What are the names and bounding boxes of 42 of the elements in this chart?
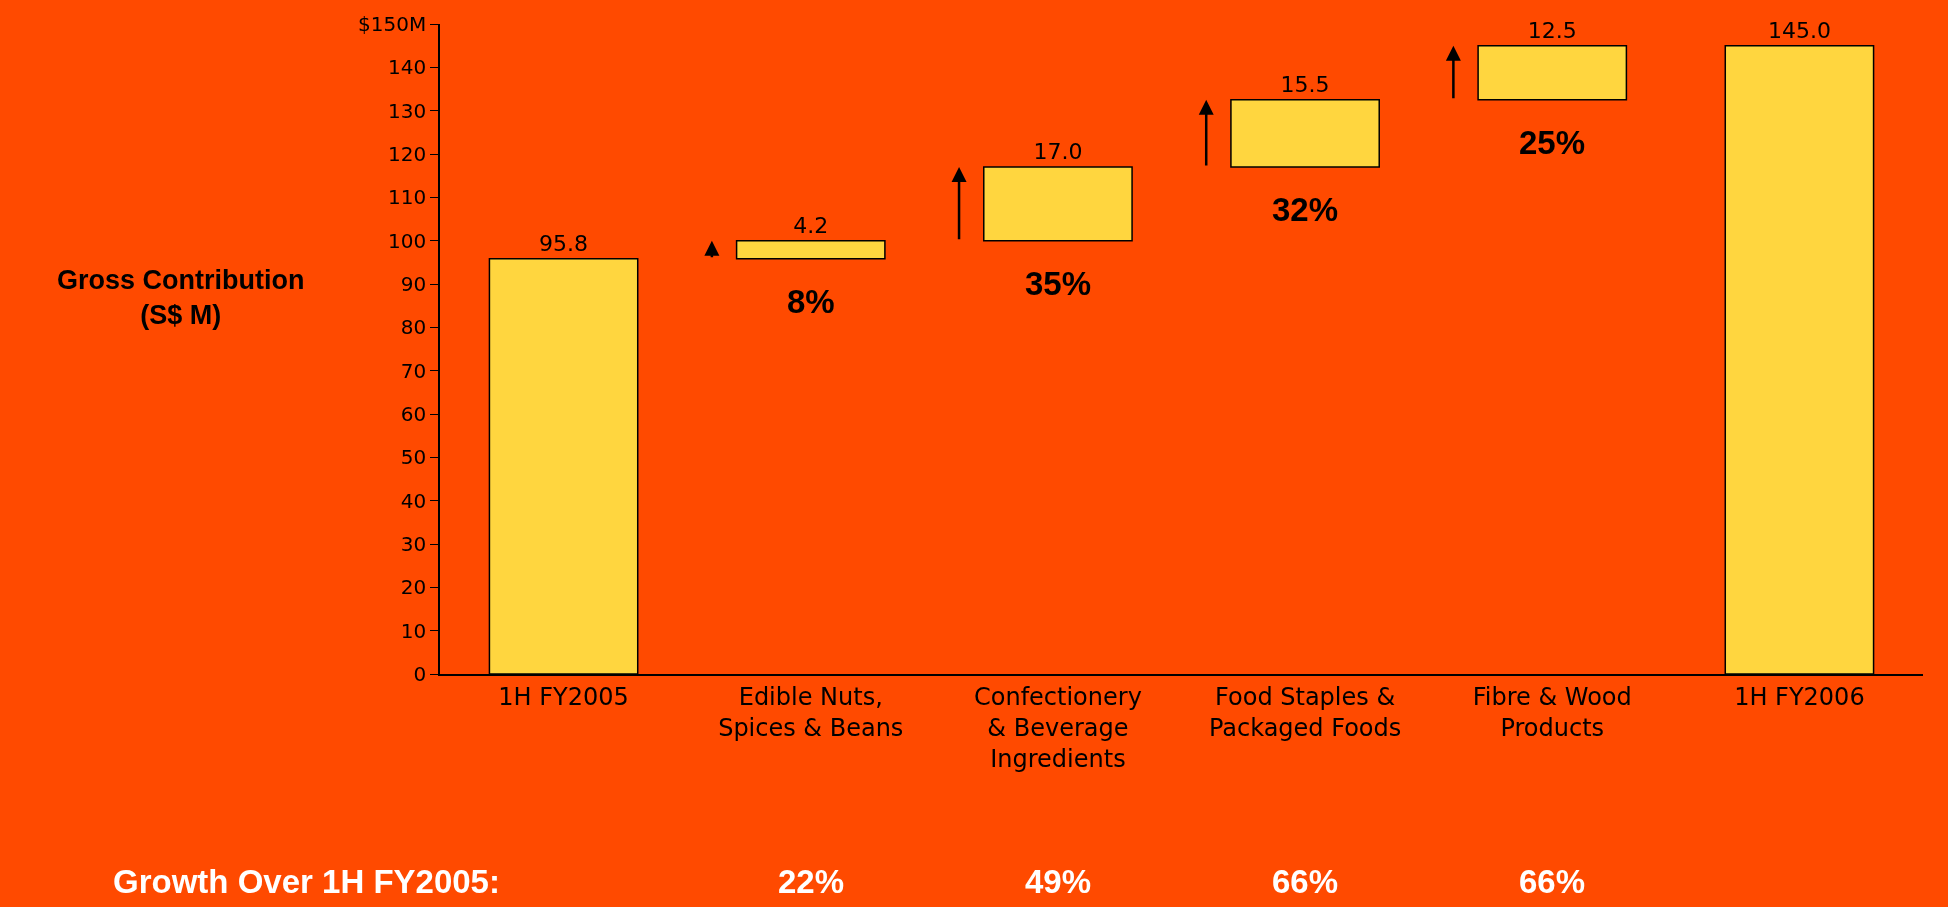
- y-tick-label: 120: [388, 142, 427, 166]
- y-tick-label: 30: [400, 532, 427, 556]
- y-tick-label: $150M: [358, 12, 427, 36]
- y-tick-label: 140: [388, 55, 427, 80]
- y-tick-label: 10: [400, 618, 427, 643]
- data-label: 95.8: [539, 230, 589, 256]
- y-axis-title: Gross Contribution (S$ M): [57, 265, 305, 331]
- data-label: 15.5: [1280, 71, 1330, 97]
- x-tick-label: Fibre & Wood Products: [1472, 682, 1632, 742]
- y-tick-label: 130: [388, 98, 427, 123]
- x-tick-label: 1H FY2006: [1734, 682, 1865, 711]
- x-tick-label: Confectionery & Beverage Ingredients: [973, 682, 1142, 773]
- data-label: 145.0: [1767, 17, 1831, 43]
- x-tick-label: Edible Nuts, Spices & Beans: [718, 682, 904, 742]
- annotation: 25%: [1519, 124, 1586, 161]
- bar: [983, 166, 1133, 242]
- y-tick-label: 0: [413, 662, 427, 686]
- y-tick-label: 40: [400, 488, 427, 513]
- x-tick-label: Food Staples & Packaged Foods: [1208, 682, 1402, 742]
- bar: [1230, 99, 1380, 168]
- y-tick-label: 20: [400, 575, 427, 600]
- y-tick-label: 70: [400, 358, 427, 383]
- y-tick-label: 90: [400, 272, 427, 296]
- text: 66%: [1519, 863, 1586, 900]
- text: 66%: [1272, 863, 1339, 900]
- annotation: 8%: [787, 283, 835, 320]
- bar: [1477, 44, 1628, 101]
- data-label: 12.5: [1527, 17, 1577, 43]
- text: 49%: [1025, 863, 1092, 900]
- data-label: 17.0: [1033, 139, 1083, 164]
- annotation: 32%: [1272, 191, 1339, 228]
- bar: [735, 239, 886, 260]
- text: Growth Over 1H FY2005:: [113, 863, 500, 900]
- y-tick-label: 50: [400, 445, 427, 470]
- text: 22%: [778, 863, 845, 900]
- y-tick-label: 100: [388, 228, 427, 253]
- annotation: 35%: [1025, 265, 1092, 302]
- y-tick-label: 60: [400, 402, 427, 426]
- y-tick-label: 110: [388, 185, 427, 210]
- y-tick-label: 80: [400, 315, 427, 340]
- data-label: 4.2: [793, 212, 829, 238]
- x-tick-label: 1H FY2005: [498, 682, 629, 711]
